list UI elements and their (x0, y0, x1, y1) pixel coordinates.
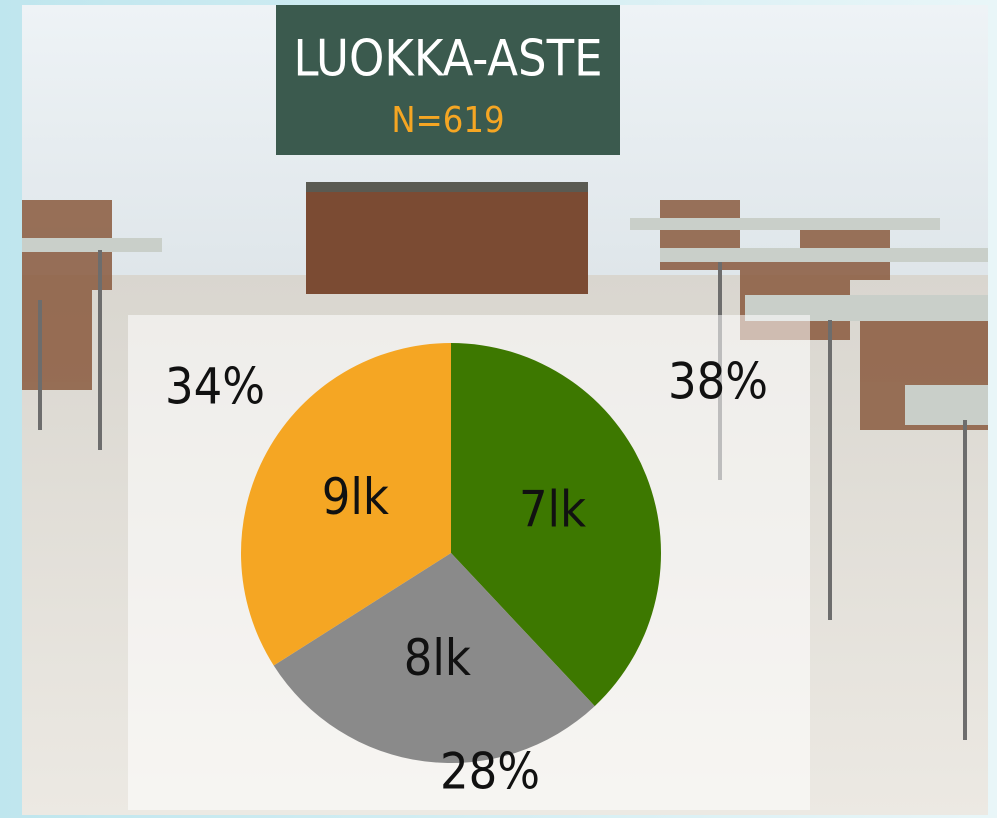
value-label: 28% (440, 743, 540, 801)
slice-label: 8lk (404, 629, 471, 687)
pie-slice (451, 343, 662, 707)
value-label: 38% (668, 353, 768, 411)
slice-label: 7lk (519, 480, 586, 538)
slice-label: 9lk (322, 468, 389, 526)
chart-title: LUOKKA-ASTE (293, 30, 602, 88)
value-label: 34% (165, 358, 265, 416)
pie-slice (273, 553, 595, 764)
pie-slice (241, 343, 451, 666)
chart-subtitle: N=619 (391, 100, 504, 141)
